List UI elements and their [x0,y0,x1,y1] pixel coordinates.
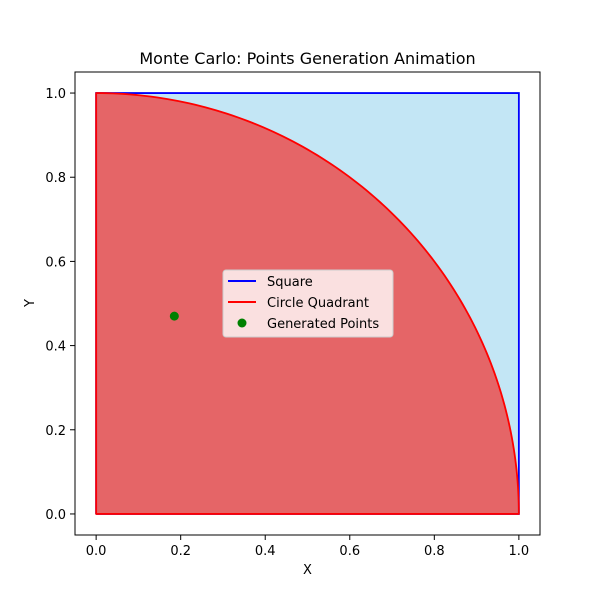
x-tick-label: 0.0 [86,544,107,559]
x-tick-label: 0.8 [424,544,445,559]
x-axis-ticks: 0.0 0.2 0.4 0.6 0.8 1.0 [86,535,529,559]
circle-quadrant-line [95,92,520,515]
y-tick-label: 0.0 [45,508,66,523]
x-axis-label: X [303,563,312,578]
legend-marker-points [237,318,247,328]
y-tick-label: 0.2 [45,424,66,439]
legend: Square Circle Quadrant Generated Points [222,269,394,338]
axes-frame [74,71,541,536]
x-tick-label: 1.0 [509,544,530,559]
y-axis-label: Y [23,299,38,308]
x-tick-label: 0.6 [339,544,360,559]
legend-label: Square [267,275,313,290]
y-axis-ticks: 0.0 0.2 0.4 0.6 0.8 1.0 [45,87,75,523]
legend-label: Circle Quadrant [267,296,369,311]
chart-title: Monte Carlo: Points Generation Animation [139,49,475,68]
x-tick-label: 0.4 [255,544,276,559]
y-tick-label: 0.6 [45,255,66,270]
y-tick-label: 0.8 [45,171,66,186]
generated-point [169,311,179,321]
y-tick-label: 1.0 [45,87,66,102]
x-tick-label: 0.2 [170,544,191,559]
legend-label: Generated Points [267,317,379,332]
y-tick-label: 0.4 [45,340,66,355]
legend-box [222,269,394,338]
